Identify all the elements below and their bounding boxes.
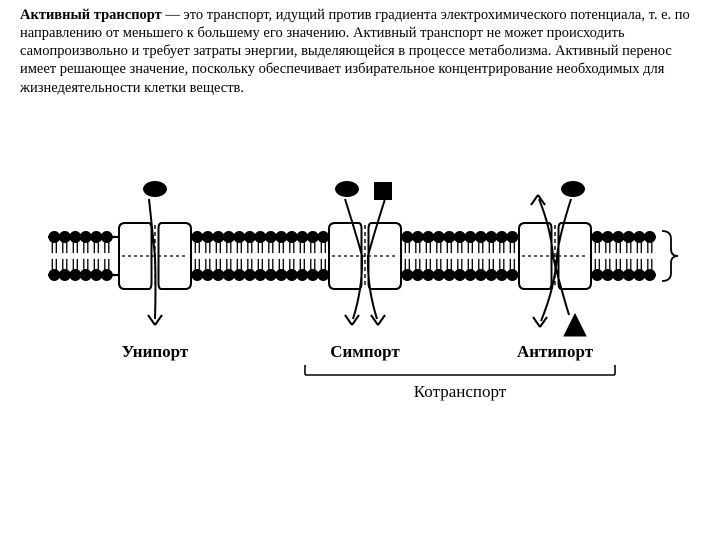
transport-diagram: Унипорт Симпорт Антипорт Котранспорт [20, 147, 700, 407]
svg-text:Унипорт: Унипорт [122, 342, 189, 361]
svg-text:Антипорт: Антипорт [517, 342, 594, 361]
term: Активный транспорт [20, 7, 162, 23]
svg-text:Котранспорт: Котранспорт [414, 382, 507, 401]
definition-paragraph: Активный транспорт — это транспорт, идущ… [20, 6, 700, 97]
svg-text:Симпорт: Симпорт [330, 342, 400, 361]
